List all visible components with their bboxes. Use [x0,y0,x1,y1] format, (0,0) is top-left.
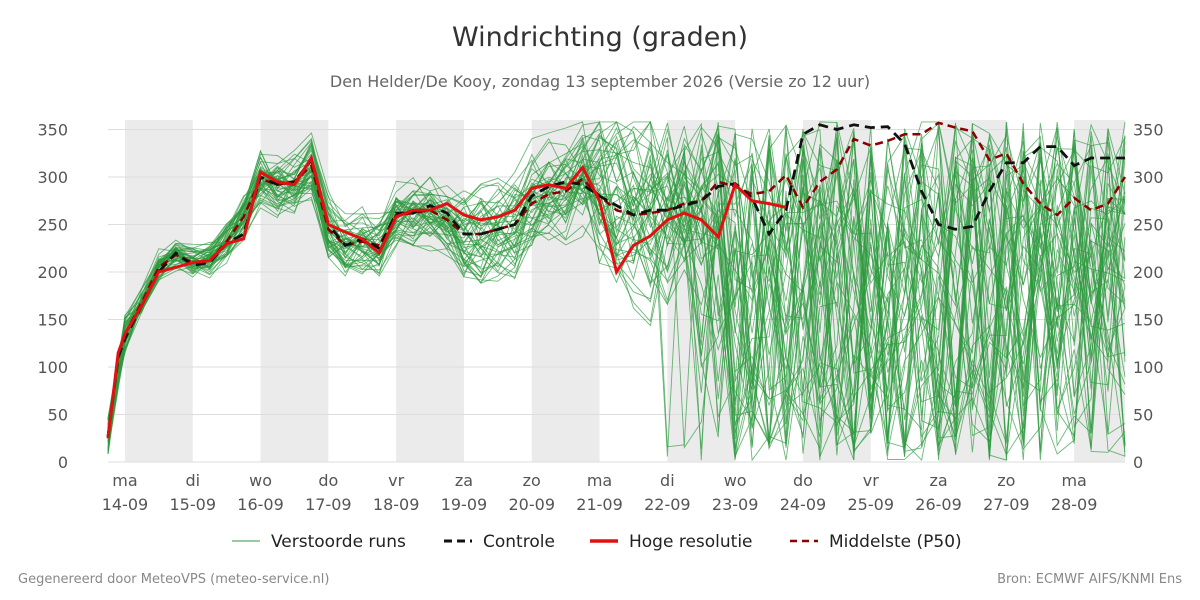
ensemble-member-2 [107,143,1126,453]
x-tick-day-2: wo [249,471,272,490]
x-tick-day-6: zo [523,471,541,490]
x-tick-date-12: 26-09 [915,495,962,514]
x-tick-date-5: 19-09 [441,495,488,514]
x-tick-date-2: 16-09 [237,495,284,514]
x-axis: ma 14-09 di 15-09 wo 16-09 do 17-09 vr 18-09 za 19-… [102,471,1098,514]
x-tick-date-3: 17-09 [305,495,352,514]
ensemble-member-49 [107,127,1126,451]
x-tick-date-9: 23-09 [712,495,759,514]
series-control [106,123,1125,437]
x-tick-day-7: ma [587,471,612,490]
ensemble-member-47 [107,128,1126,452]
footer-source: Bron: ECMWF AIFS/KNMI Ens [997,572,1182,587]
chart-subtitle: Den Helder/De Kooy, zondag 13 september … [329,72,871,91]
x-tick-day-3: do [318,471,338,490]
y-tick-right-300: 300 [1133,168,1164,187]
legend-label-control: Controle [483,532,555,552]
ensemble-member-43 [107,126,1126,461]
series-median [106,121,1127,437]
ensemble-member-14 [107,147,1126,456]
chart-title: Windrichting (graden) [451,22,749,53]
y-tick-left-50: 50 [48,406,68,425]
ensemble-member-48 [107,122,1126,442]
x-tick-date-8: 22-09 [644,495,691,514]
x-tick-date-1: 15-09 [170,495,217,514]
x-tick-day-5: za [455,471,473,490]
y-tick-left-100: 100 [37,358,68,377]
x-tick-date-10: 24-09 [780,495,827,514]
series-hires [106,154,787,439]
x-tick-day-9: wo [724,471,747,490]
y-tick-right-100: 100 [1133,358,1164,377]
legend-label-median: Middelste (P50) [829,532,962,552]
y-tick-right-0: 0 [1133,453,1143,472]
x-tick-day-10: do [793,471,813,490]
y-tick-right-50: 50 [1133,406,1153,425]
shade-day-4 [396,120,464,462]
x-tick-day-8: di [660,471,675,490]
y-tick-right-350: 350 [1133,121,1164,140]
x-tick-day-13: zo [997,471,1015,490]
y-tick-left-350: 350 [37,121,68,140]
y-axis-right: 0 50 100 150 200 250 300 350 [1133,121,1164,473]
y-axis-left: 0 50 100 150 200 250 300 350 [37,121,68,473]
x-tick-date-6: 20-09 [509,495,556,514]
x-tick-date-14: 28-09 [1051,495,1098,514]
ensemble-member-34 [107,126,1126,458]
y-tick-left-200: 200 [37,263,68,282]
x-tick-date-0: 14-09 [102,495,149,514]
main-series [106,121,1127,439]
x-tick-date-11: 25-09 [848,495,895,514]
x-tick-date-4: 18-09 [373,495,420,514]
x-tick-date-7: 21-09 [576,495,623,514]
ensemble-member-41 [107,121,1126,453]
x-tick-date-13: 27-09 [983,495,1030,514]
ensemble-member-37 [107,130,1126,456]
y-tick-left-250: 250 [37,216,68,235]
ensemble-member-40 [107,125,1126,458]
legend: Verstoorde runs Controle Hoge resolutie Mid… [232,532,962,552]
x-tick-day-11: vr [863,471,879,490]
x-tick-day-1: di [185,471,200,490]
y-tick-left-150: 150 [37,311,68,330]
y-tick-right-200: 200 [1133,263,1164,282]
y-tick-right-250: 250 [1133,216,1164,235]
x-tick-day-4: vr [388,471,404,490]
ensemble-member-46 [107,121,1126,451]
y-tick-right-150: 150 [1133,311,1164,330]
x-tick-day-12: za [929,471,947,490]
x-tick-day-14: ma [1061,471,1086,490]
x-tick-day-0: ma [112,471,137,490]
legend-label-ensemble: Verstoorde runs [271,532,406,552]
footer-generator: Gegenereerd door MeteoVPS (meteo-service… [18,572,330,587]
ensemble-member-50 [107,144,1126,459]
y-tick-left-300: 300 [37,168,68,187]
shade-day-0 [124,120,193,462]
legend-label-hires: Hoge resolutie [629,532,753,552]
y-tick-left-0: 0 [58,453,68,472]
ensemble-member-29 [107,120,1126,456]
ensemble-member-42 [107,121,1126,461]
